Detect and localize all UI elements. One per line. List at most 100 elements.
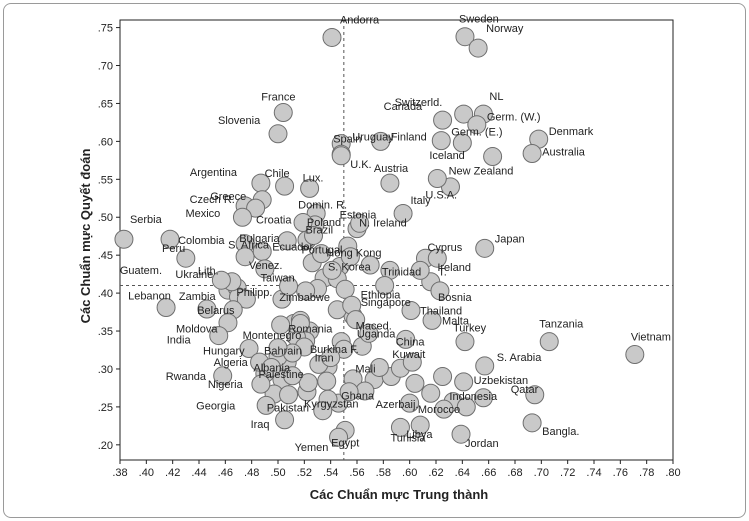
x-tick-label: .80 (665, 467, 680, 479)
point-label: Kyrgyzstan (304, 398, 358, 410)
data-point (410, 260, 430, 280)
data-point (211, 270, 231, 290)
x-tick-label: .38 (112, 467, 127, 479)
point-label: Taiwan (261, 272, 295, 284)
data-point (475, 356, 495, 376)
data-point (246, 198, 266, 218)
point-label: Pakistan (267, 403, 309, 415)
x-tick-label: .70 (534, 467, 549, 479)
data-point (359, 323, 379, 343)
data-point (421, 383, 441, 403)
point-label: Yemen (295, 442, 329, 454)
data-point (209, 326, 229, 346)
data-point (279, 276, 299, 296)
data-point (339, 382, 359, 402)
point-label: S. Korea (328, 261, 372, 273)
x-tick-label: .72 (560, 467, 575, 479)
data-point (393, 203, 413, 223)
data-point (329, 427, 349, 447)
point-label: Guatem. (120, 265, 162, 277)
x-tick-label: .50 (270, 467, 285, 479)
data-point (176, 248, 196, 268)
point-label: Zambia (179, 291, 217, 303)
y-axis-title: Các Chuẩn mực Quyết đoán (78, 149, 93, 324)
point-label: Trinidad (382, 266, 421, 278)
data-point (431, 131, 451, 151)
data-point (340, 247, 360, 267)
data-point (235, 247, 255, 267)
point-label: Malta (442, 315, 470, 327)
data-point (213, 366, 233, 386)
y-axis: .20 .25 .30 .35 .40 .45 .50 .55 .60 .65 .70 .75 (98, 23, 120, 452)
point-label: Peru (162, 243, 185, 255)
data-point (427, 248, 447, 268)
data-point (293, 213, 313, 233)
point-label: Romania (288, 323, 333, 335)
point-label: Spain (333, 133, 361, 145)
x-tick-label: .54 (323, 467, 338, 479)
data-point (311, 244, 331, 264)
point-label: Montenegro (243, 330, 302, 342)
point-label: S. Arabia (497, 352, 543, 364)
data-point (451, 424, 471, 444)
data-point (454, 104, 474, 124)
point-label: Greece (210, 191, 246, 203)
data-point (114, 229, 134, 249)
point-label: Hong Kong (326, 248, 381, 260)
point-label: Albania (253, 362, 291, 374)
point-label: Indonesia (449, 391, 498, 403)
data-point (275, 176, 295, 196)
data-point (468, 38, 488, 58)
y-tick-label: .70 (98, 61, 113, 73)
data-point (390, 417, 410, 437)
data-point (455, 27, 475, 47)
point-label: Denmark (549, 126, 594, 138)
point-label: Bulgaria (239, 233, 280, 245)
data-point (298, 373, 318, 393)
point-label: Philipp. (236, 287, 272, 299)
data-point (522, 413, 542, 433)
data-point (467, 115, 487, 135)
point-label: U.K. (350, 159, 371, 171)
point-label: Serbia (130, 214, 163, 226)
x-tick-label: .46 (218, 467, 233, 479)
y-tick-label: .65 (98, 98, 113, 110)
data-point (475, 238, 495, 258)
point-label: NL (489, 91, 503, 103)
data-point (454, 372, 474, 392)
data-point (375, 276, 395, 296)
data-point (197, 299, 217, 319)
x-tick-label: .64 (455, 467, 470, 479)
data-point (455, 332, 475, 352)
point-label: Domin. R. (298, 199, 347, 211)
point-label: Palestine (258, 369, 303, 381)
data-point (427, 169, 447, 189)
data-point (268, 124, 288, 144)
scatter-chart: .38 .40 .42 .44 .46 .48 .50 .52 .54 .56 .58 .60 .62.… (78, 14, 681, 502)
point-label: Belarus (197, 305, 235, 317)
data-point (322, 260, 342, 280)
data-point (452, 133, 472, 153)
data-point (405, 373, 425, 393)
data-point (400, 393, 420, 413)
data-point (525, 385, 545, 405)
x-tick-label: .76 (613, 467, 628, 479)
x-tick-label: .58 (376, 467, 391, 479)
point-label: Canada (384, 101, 423, 113)
x-tick-label: .66 (481, 467, 496, 479)
data-point (300, 178, 320, 198)
data-point (321, 348, 341, 368)
point-label: Tanzania (539, 319, 584, 331)
data-point (256, 395, 276, 415)
data-point (277, 231, 297, 251)
point-label: Mexico (185, 208, 220, 220)
data-point (625, 345, 645, 365)
data-point (251, 374, 271, 394)
point-label: Azerbaij. (376, 399, 419, 411)
data-point (282, 366, 302, 386)
point-label: Japan (495, 233, 525, 245)
data-point (261, 357, 281, 377)
data-point (371, 131, 391, 151)
x-tick-label: .56 (349, 467, 364, 479)
